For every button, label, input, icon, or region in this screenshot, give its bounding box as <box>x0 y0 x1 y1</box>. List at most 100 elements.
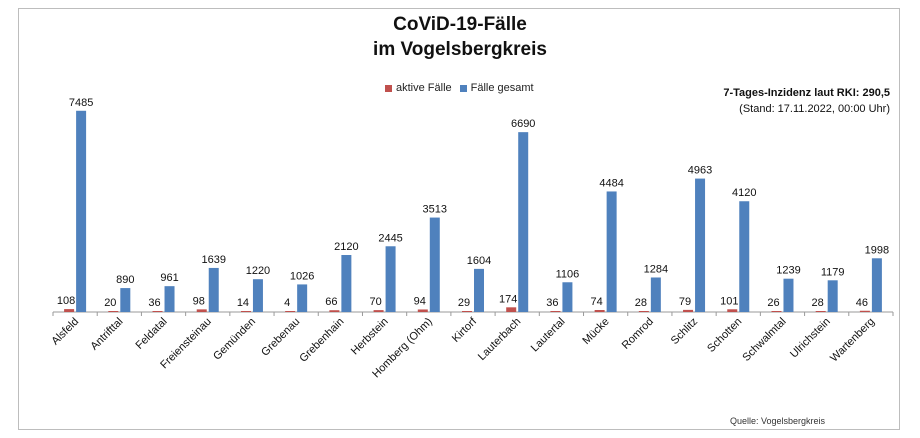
category-label: Grebenhain <box>297 316 346 365</box>
incidence-value: 7-Tages-Inzidenz laut RKI: 290,5 <box>723 87 890 99</box>
bar-active <box>683 309 694 312</box>
data-label-total: 1284 <box>644 263 668 275</box>
data-label-total: 1239 <box>776 265 800 277</box>
category-label: Herbstein <box>349 316 391 358</box>
data-label-active: 4 <box>284 297 290 309</box>
category-label: Romrod <box>620 316 656 352</box>
data-label-active: 36 <box>546 297 558 309</box>
bar-total <box>650 277 661 312</box>
bar-total <box>695 178 706 312</box>
legend-swatch-active <box>385 84 392 92</box>
legend-label-total: Fälle gesamt <box>470 82 534 94</box>
bar-total <box>429 217 440 312</box>
bar-total <box>164 286 175 312</box>
chart-title-block: CoViD-19-Fälle im Vogelsbergkreis <box>0 12 920 62</box>
bar-total <box>783 278 794 312</box>
bar-active <box>108 311 119 312</box>
bar-active <box>815 311 826 312</box>
bar-active <box>638 311 649 312</box>
bar-active <box>550 311 561 312</box>
data-label-total: 1179 <box>821 266 845 278</box>
legend-swatch-total <box>459 84 467 92</box>
data-label-active: 14 <box>237 297 249 309</box>
bar-total <box>562 282 573 312</box>
data-label-total: 1998 <box>865 244 889 256</box>
legend-item-active: aktive Fälle <box>385 82 452 94</box>
data-label-total: 4963 <box>688 165 712 177</box>
bar-active <box>727 309 738 312</box>
bar-total <box>518 132 529 312</box>
chart-frame <box>18 8 900 430</box>
category-label: Antrifttal <box>88 316 125 353</box>
bar-active <box>196 309 207 312</box>
bar-active <box>594 310 605 312</box>
bar-active <box>859 310 870 312</box>
data-label-active: 28 <box>635 297 647 309</box>
data-label-total: 4120 <box>732 187 756 199</box>
data-label-active: 28 <box>812 297 824 309</box>
bar-active <box>771 311 782 312</box>
bar-active <box>240 311 251 312</box>
category-label: Alsfeld <box>49 316 81 348</box>
bar-total <box>827 280 838 312</box>
category-label: Gemünden <box>211 316 258 363</box>
bar-total <box>76 110 87 312</box>
legend-item-total: Fälle gesamt <box>459 82 534 94</box>
category-label: Lauterbach <box>476 316 523 363</box>
category-label: Ulrichstein <box>788 316 833 361</box>
data-label-total: 2120 <box>334 241 358 253</box>
data-label-total: 6690 <box>511 118 535 130</box>
data-label-active: 29 <box>458 297 470 309</box>
legend-label-active: aktive Fälle <box>396 82 452 94</box>
bar-total <box>871 258 882 312</box>
data-label-total: 961 <box>160 272 178 284</box>
data-label-total: 7485 <box>69 97 93 109</box>
data-label-total: 1220 <box>246 265 270 277</box>
category-label: Grebenau <box>259 316 302 359</box>
data-label-active: 26 <box>767 297 779 309</box>
bar-active <box>152 311 163 312</box>
data-label-total: 1639 <box>201 254 225 266</box>
data-label-total: 1106 <box>556 268 580 280</box>
bar-active <box>64 309 75 312</box>
bar-total <box>739 201 750 312</box>
bar-active <box>373 310 384 312</box>
chart-subtitle: im Vogelsbergkreis <box>373 39 547 60</box>
data-label-active: 46 <box>856 297 868 309</box>
data-label-active: 94 <box>414 295 426 307</box>
data-label-total: 3513 <box>423 204 447 216</box>
data-label-active: 174 <box>499 293 517 305</box>
data-label-active: 108 <box>57 295 75 307</box>
data-label-total: 890 <box>116 274 134 286</box>
data-label-total: 1604 <box>467 255 491 267</box>
data-label-active: 74 <box>591 296 603 308</box>
incidence-date: (Stand: 17.11.2022, 00:00 Uhr) <box>739 103 890 115</box>
category-label: Mücke <box>580 316 611 347</box>
category-label: Kirtorf <box>450 315 480 345</box>
incidence-note: 7-Tages-Inzidenz laut RKI: 290,5 (Stand:… <box>723 85 890 117</box>
bar-total <box>252 279 263 312</box>
category-label: Schotten <box>705 316 744 355</box>
chart-title: CoViD-19-Fälle <box>393 14 527 35</box>
category-label: Schlitz <box>669 316 700 347</box>
bar-total <box>385 246 396 312</box>
bar-total <box>341 255 352 312</box>
bar-total <box>606 191 617 312</box>
bar-active <box>506 307 517 312</box>
category-label: Schwalmtal <box>740 316 788 364</box>
bar-active <box>462 311 472 312</box>
bar-total <box>208 267 219 312</box>
category-label: Lautertal <box>529 316 568 355</box>
bar-active <box>417 309 428 312</box>
data-label-total: 2445 <box>378 232 402 244</box>
category-label: Feldatal <box>133 316 169 352</box>
legend: aktive Fälle Fälle gesamt <box>385 82 534 94</box>
data-label-active: 20 <box>104 297 116 309</box>
source-note: Quelle: Vogelsbergkreis <box>729 416 825 426</box>
data-label-active: 98 <box>193 295 205 307</box>
data-label-active: 70 <box>369 296 381 308</box>
bar-total <box>120 288 131 312</box>
bar-total <box>297 284 308 312</box>
bar-total <box>474 268 484 312</box>
